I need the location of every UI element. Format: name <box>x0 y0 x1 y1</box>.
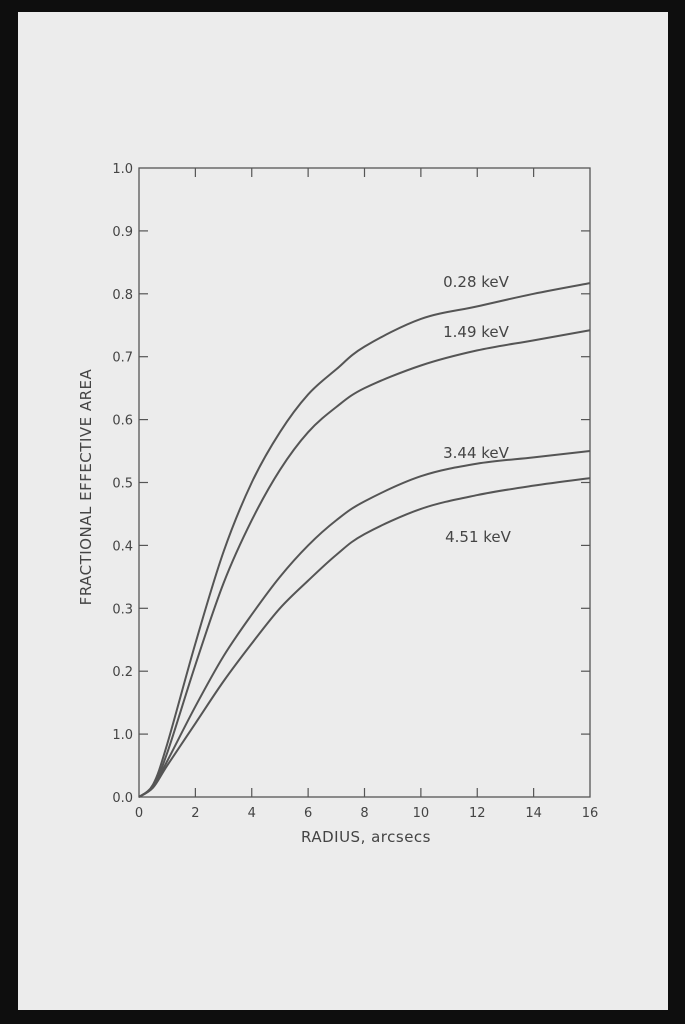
x-axis-title: RADIUS, arcsecs <box>301 828 431 846</box>
y-tick-label: 1.0 <box>112 162 133 177</box>
series-label: 4.51 keV <box>445 528 512 546</box>
x-tick-label: 14 <box>525 806 542 821</box>
series-line-0 <box>138 282 591 798</box>
y-tick-label: 0.6 <box>112 414 133 429</box>
series-label: 3.44 keV <box>443 444 510 462</box>
x-tick-label: 6 <box>304 806 312 821</box>
x-tick-label: 10 <box>413 806 430 821</box>
x-tick-label: 4 <box>248 806 256 821</box>
y-tick-label: 0.0 <box>112 791 133 806</box>
y-tick-label: 0.8 <box>112 288 133 303</box>
series-label: 0.28 keV <box>443 273 510 291</box>
y-tick-label: 0.5 <box>112 477 133 492</box>
series-label: 1.49 keV <box>443 323 510 341</box>
series-line-2 <box>138 450 591 798</box>
y-tick-label: 0.2 <box>112 665 133 680</box>
x-tick-label: 12 <box>469 806 486 821</box>
y-tick-label: 0.9 <box>112 225 133 240</box>
series-line-3 <box>138 477 591 798</box>
x-tick-label: 16 <box>582 806 599 821</box>
x-tick-label: 8 <box>360 806 368 821</box>
plot-frame <box>138 167 591 798</box>
slide-panel <box>18 12 668 1010</box>
y-tick-label: 1.0 <box>112 728 133 743</box>
series-line-1 <box>138 329 591 798</box>
y-tick-label: 0.4 <box>112 539 133 554</box>
y-axis-title: FRACTIONAL EFFECTIVE AREA <box>77 368 95 605</box>
x-tick-label: 0 <box>135 806 143 821</box>
y-tick-label: 0.7 <box>112 351 133 366</box>
x-tick-label: 2 <box>191 806 199 821</box>
y-tick-label: 0.3 <box>112 602 133 617</box>
